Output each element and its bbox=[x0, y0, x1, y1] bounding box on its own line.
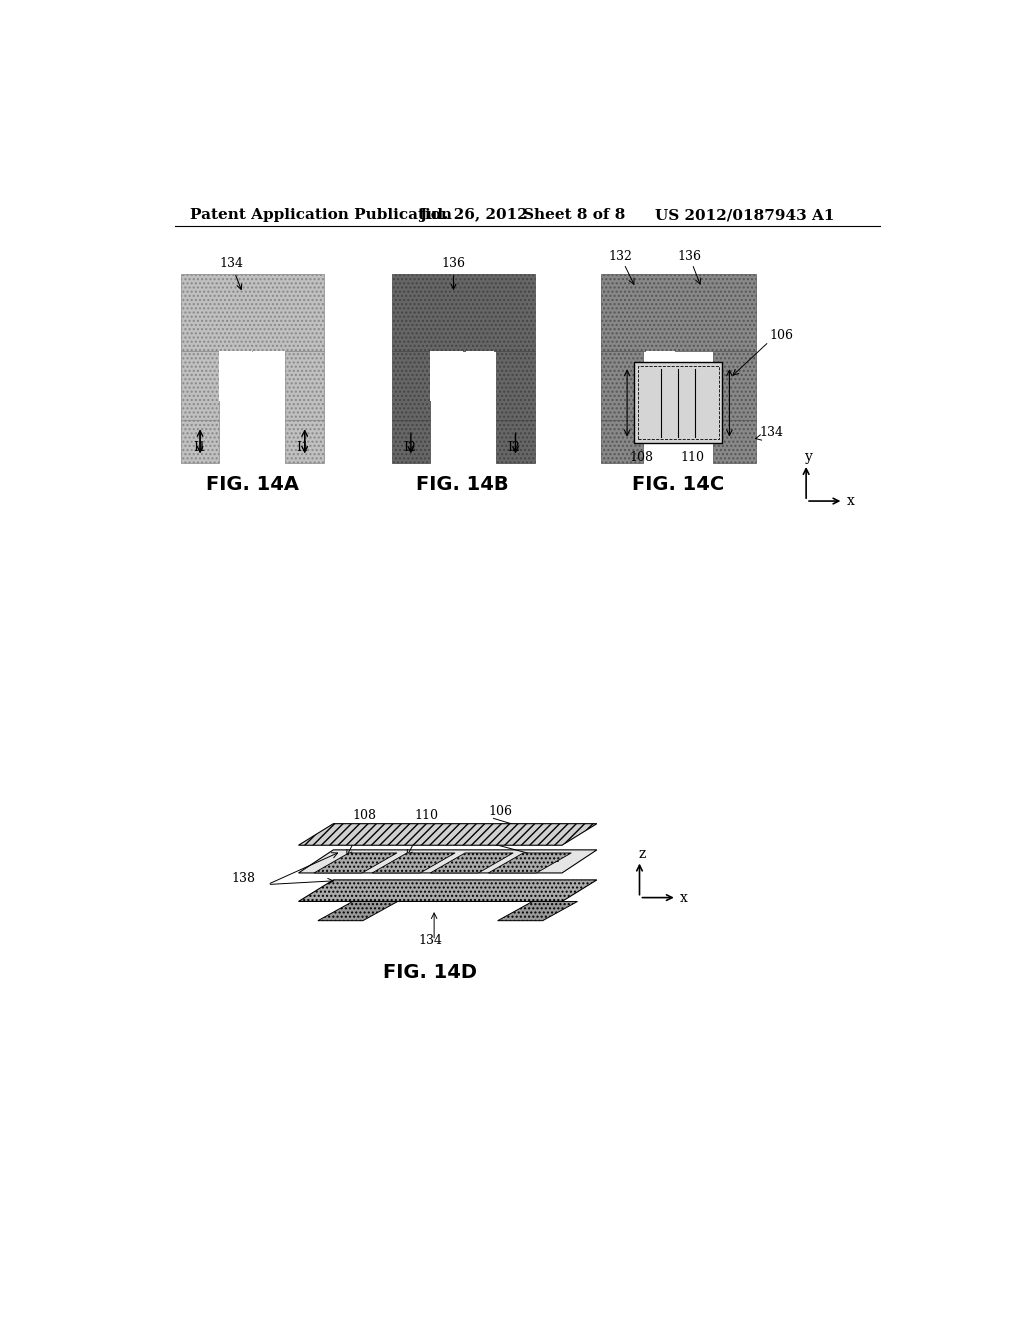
Text: 106: 106 bbox=[770, 330, 794, 342]
Text: I2: I2 bbox=[508, 441, 520, 454]
Text: 136: 136 bbox=[678, 249, 701, 263]
Polygon shape bbox=[299, 824, 597, 845]
Polygon shape bbox=[299, 880, 597, 902]
Bar bbox=[646, 351, 675, 405]
Polygon shape bbox=[372, 853, 455, 873]
Text: 108: 108 bbox=[629, 451, 653, 465]
Bar bbox=[601, 351, 643, 420]
Text: 110: 110 bbox=[680, 451, 705, 465]
Text: Jul. 26, 2012: Jul. 26, 2012 bbox=[419, 209, 527, 223]
Text: 108: 108 bbox=[352, 809, 377, 822]
Text: x: x bbox=[680, 891, 688, 904]
Text: y: y bbox=[805, 450, 812, 465]
Bar bbox=[180, 351, 219, 420]
Bar bbox=[286, 420, 324, 462]
Bar bbox=[180, 420, 219, 462]
Bar bbox=[496, 420, 535, 462]
Text: I1: I1 bbox=[297, 441, 309, 454]
Text: FIG. 14B: FIG. 14B bbox=[417, 474, 509, 494]
Text: Patent Application Publication: Patent Application Publication bbox=[190, 209, 452, 223]
Text: z: z bbox=[638, 846, 645, 861]
Bar bbox=[253, 351, 286, 401]
Bar bbox=[638, 367, 719, 440]
Text: I2: I2 bbox=[403, 441, 417, 454]
Polygon shape bbox=[299, 850, 597, 873]
Bar bbox=[634, 363, 722, 444]
Bar bbox=[466, 351, 494, 381]
Bar bbox=[601, 275, 756, 351]
Bar bbox=[713, 420, 756, 462]
Bar bbox=[496, 351, 535, 420]
Text: 138: 138 bbox=[231, 873, 256, 886]
Text: 132: 132 bbox=[608, 249, 632, 263]
Text: FIG. 14D: FIG. 14D bbox=[383, 964, 477, 982]
Bar bbox=[286, 351, 324, 420]
Text: 136: 136 bbox=[490, 832, 515, 845]
Bar bbox=[430, 351, 463, 401]
Text: 110: 110 bbox=[415, 809, 438, 822]
Polygon shape bbox=[430, 853, 513, 873]
Bar bbox=[219, 351, 252, 401]
Text: x: x bbox=[847, 494, 854, 508]
Text: 134: 134 bbox=[418, 933, 442, 946]
Text: Sheet 8 of 8: Sheet 8 of 8 bbox=[523, 209, 626, 223]
Text: FIG. 14C: FIG. 14C bbox=[632, 474, 724, 494]
Polygon shape bbox=[317, 902, 397, 921]
Text: 136: 136 bbox=[441, 257, 466, 289]
Bar bbox=[391, 351, 430, 420]
Bar bbox=[713, 351, 756, 420]
Text: FIG. 14A: FIG. 14A bbox=[206, 474, 299, 494]
Bar bbox=[432, 351, 461, 405]
Polygon shape bbox=[314, 853, 397, 873]
Polygon shape bbox=[498, 902, 578, 921]
Text: 134: 134 bbox=[219, 257, 243, 289]
Text: US 2012/0187943 A1: US 2012/0187943 A1 bbox=[655, 209, 835, 223]
Bar bbox=[391, 420, 430, 462]
Bar bbox=[391, 275, 535, 351]
Text: 106: 106 bbox=[488, 805, 512, 818]
Bar bbox=[180, 275, 324, 351]
Polygon shape bbox=[488, 853, 571, 873]
Text: I1: I1 bbox=[193, 441, 206, 454]
Bar bbox=[601, 420, 643, 462]
Text: 134: 134 bbox=[760, 425, 783, 438]
